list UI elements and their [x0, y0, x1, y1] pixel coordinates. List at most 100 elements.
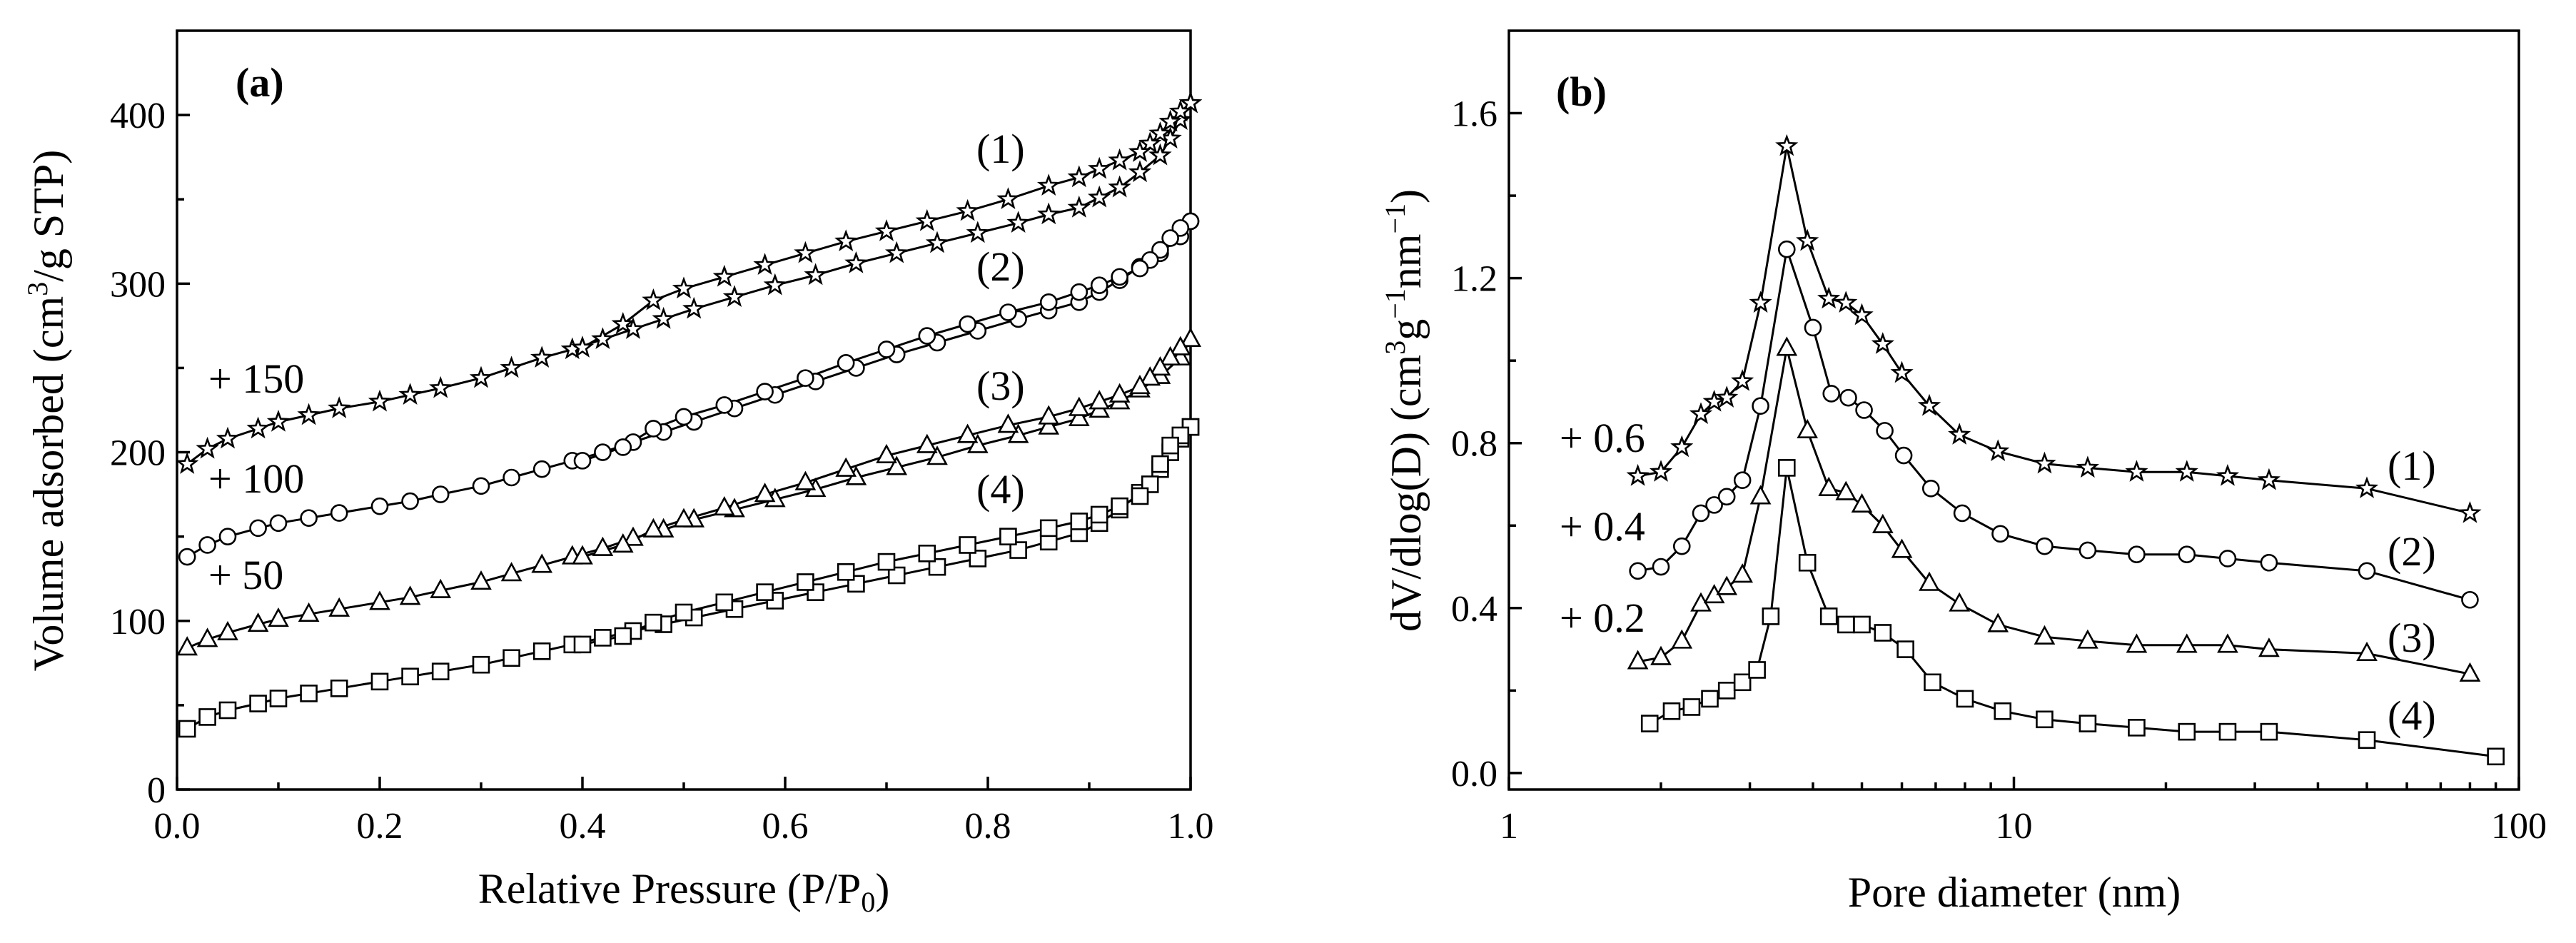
data-point-b-2: [2079, 541, 2097, 560]
data-point-b-4: [1777, 459, 1796, 477]
data-point-a-2-desorption: [715, 396, 734, 414]
data-point-b-2: [1717, 488, 1736, 506]
series-label-b-4: (4): [2388, 692, 2436, 739]
data-point-a-3-adsorption: [268, 607, 289, 627]
data-point-a-3-desorption: [956, 423, 979, 443]
data-point-a-1-desorption: [570, 336, 595, 358]
x-axis-title-a: Relative Pressure (P/P0): [478, 865, 890, 918]
data-point-a-3-adsorption: [1007, 423, 1029, 443]
data-point-a-1-adsorption: [682, 296, 706, 319]
data-point-a-4-desorption: [715, 593, 734, 612]
data-point-a-1-adsorption: [196, 436, 219, 459]
data-point-b-1: [2355, 476, 2379, 498]
data-point-a-3-desorption: [876, 443, 897, 463]
data-point-a-3-desorption: [612, 533, 634, 553]
data-point-a-1-adsorption: [652, 306, 675, 329]
series-2-adsorption-line-a: [186, 221, 1192, 558]
data-point-a-1-adsorption: [327, 396, 351, 418]
data-point-b-3: [2459, 662, 2481, 682]
data-point-a-3-adsorption: [500, 562, 522, 582]
series-markers-b: [1626, 133, 2505, 766]
data-point-a-4-adsorption: [401, 667, 419, 686]
data-point-a-1-adsorption: [266, 409, 291, 432]
y-axis-title-b: dV/dlog(D) (cm3g−1nm−1): [1379, 189, 1430, 632]
data-point-b-4: [2079, 715, 2097, 732]
data-point-a-2-adsorption: [269, 514, 288, 533]
data-point-b-3: [1627, 650, 1649, 670]
data-point-a-1-desorption: [672, 276, 696, 299]
data-point-b-1: [1917, 393, 1941, 416]
data-point-a-1-desorption: [642, 288, 665, 311]
data-point-b-4: [1662, 702, 1681, 720]
series-markers-a: [176, 91, 1203, 738]
data-point-b-2: [1822, 385, 1841, 403]
plot-frame-b: [1507, 29, 2520, 791]
data-point-a-1-desorption: [915, 208, 939, 231]
data-point-b-1: [1948, 423, 1971, 445]
data-point-a-4-adsorption: [594, 629, 612, 647]
data-point-a-2-desorption: [1111, 268, 1128, 286]
data-point-a-3-desorption: [1129, 374, 1151, 395]
data-point-b-4: [1853, 615, 1871, 634]
data-point-a-2-desorption: [837, 354, 855, 372]
data-point-a-1-adsorption: [469, 365, 493, 388]
data-point-a-4-adsorption: [1009, 541, 1027, 559]
data-point-a-2-desorption: [797, 369, 814, 387]
data-point-a-1-desorption: [1087, 156, 1111, 179]
data-point-b-2: [1777, 240, 1796, 258]
data-point-a-3-adsorption: [176, 636, 198, 656]
series-label-a-1: (1): [976, 126, 1025, 172]
data-point-a-2-adsorption: [178, 548, 196, 566]
data-point-b-2: [1705, 496, 1723, 514]
data-point-a-1-desorption: [712, 264, 736, 287]
offset-label-a-150: + 150: [208, 355, 304, 402]
x-tick-label-b: 10: [1996, 806, 2033, 847]
data-point-a-3-adsorption: [1038, 415, 1060, 435]
data-point-a-3-desorption: [1108, 383, 1131, 403]
data-point-a-1-desorption: [794, 241, 817, 263]
data-point-b-1: [1702, 389, 1726, 412]
data-point-b-1: [1850, 303, 1874, 326]
data-point-a-2-adsorption: [472, 477, 490, 495]
data-point-a-4-desorption: [675, 603, 693, 622]
x-tick-label-a: 1.0: [1168, 806, 1214, 847]
data-point-b-4: [1748, 661, 1766, 679]
data-point-a-3-desorption: [794, 470, 817, 490]
data-point-a-3-adsorption: [328, 597, 350, 617]
data-point-a-2-adsorption: [401, 492, 419, 510]
data-point-a-1-adsorption: [246, 416, 270, 439]
data-point-a-3-adsorption: [926, 445, 948, 465]
data-point-b-3: [1919, 571, 1940, 591]
data-point-b-4: [1701, 690, 1719, 708]
data-point-b-3: [2217, 633, 2238, 653]
data-point-b-1: [2257, 468, 2280, 490]
data-point-a-4-adsorption: [969, 550, 987, 568]
data-point-a-3-adsorption: [217, 620, 238, 640]
data-point-b-3: [1851, 493, 1873, 513]
data-point-b-3: [1716, 575, 1738, 595]
data-point-b-2: [1855, 401, 1873, 419]
data-point-a-1-adsorption: [1168, 108, 1192, 130]
series-label-a-3: (3): [976, 363, 1025, 409]
data-point-b-4: [2178, 722, 2196, 741]
data-point-a-4-desorption: [1070, 513, 1089, 530]
data-point-a-2-adsorption: [431, 485, 450, 503]
data-point-a-4-adsorption: [431, 662, 450, 680]
data-point-a-3-desorption: [1089, 390, 1111, 410]
data-point-a-4-desorption: [918, 544, 936, 563]
data-point-b-3: [2356, 641, 2378, 662]
data-point-b-4: [1733, 673, 1752, 692]
data-point-b-2: [2128, 545, 2146, 564]
data-point-a-2-desorption: [999, 303, 1017, 321]
data-point-a-3-desorption: [1139, 366, 1161, 386]
data-point-a-1-adsorption: [1067, 195, 1091, 218]
data-point-a-3-adsorption: [966, 433, 989, 453]
data-point-a-2-desorption: [614, 438, 632, 456]
offset-label-b-02: + 0.2: [1560, 595, 1645, 641]
y-tick-label-b: 0.8: [1451, 424, 1497, 465]
data-point-a-1-desorption: [1108, 148, 1131, 171]
data-point-a-2-desorption: [1070, 283, 1089, 301]
y-axis-title-a: Volume adsorbed (cm3/g STP): [21, 150, 72, 672]
data-point-a-1-adsorption: [1006, 211, 1030, 233]
data-point-a-2-desorption: [645, 420, 662, 438]
